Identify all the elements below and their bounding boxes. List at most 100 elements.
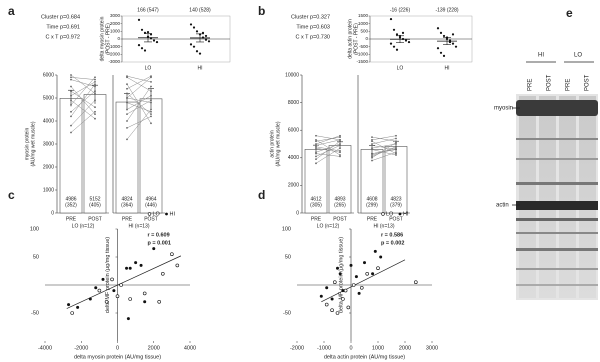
point (392, 28, 396, 31)
subject-line (126, 77, 152, 92)
subject-point (315, 140, 317, 143)
y-axis-label: (AU/mg wet muscle) (30, 121, 36, 166)
subject-point (395, 143, 397, 145)
x-axis-label: delta actin protein (AU/mg tissue) (324, 354, 405, 360)
subject-line (70, 90, 96, 108)
stats-text: Cluster p=0.684 (41, 14, 80, 20)
value-label: 5152 (89, 196, 100, 202)
point (454, 45, 458, 48)
subject-line (70, 90, 96, 112)
lane-label: POST (585, 74, 591, 91)
subject-point (126, 108, 128, 111)
subject-point (94, 106, 96, 109)
subject-point (70, 124, 72, 127)
x-tick-label: POST (333, 216, 347, 222)
point (395, 48, 399, 51)
subject-line (315, 139, 341, 146)
subject-point (150, 81, 152, 83)
subject-point (339, 155, 341, 158)
point (94, 286, 98, 290)
subject-point (395, 152, 397, 155)
lane (519, 96, 536, 298)
subject-line (315, 143, 341, 153)
band (516, 138, 598, 140)
subject-point (126, 127, 128, 129)
point (442, 54, 446, 57)
subject-point (94, 92, 96, 95)
point (126, 317, 130, 321)
x-tick-label: PRE (367, 216, 378, 222)
x-tick-label: 0 (349, 345, 352, 351)
x-tick-label: 4000 (184, 345, 196, 351)
fit-line (66, 255, 182, 309)
subject-point (339, 151, 341, 154)
point (319, 294, 323, 298)
lane (539, 96, 556, 298)
point (376, 266, 380, 271)
error-label: (379) (390, 202, 402, 208)
point (112, 289, 116, 293)
subject-line (70, 79, 96, 87)
point (389, 17, 393, 21)
x-tick-label: 2000 (148, 345, 160, 351)
subject-point (371, 152, 373, 155)
point (155, 40, 159, 44)
y-tick-label: 0 (51, 210, 54, 216)
error-label: (305) (310, 202, 322, 208)
y-axis-label: actin protein (269, 130, 275, 157)
stats-text: Time p=0.691 (46, 24, 80, 30)
legend-label: HI (170, 211, 176, 217)
y-tick-label: 3000 (110, 13, 121, 18)
subject-line (126, 109, 152, 140)
point (338, 272, 342, 276)
point (325, 286, 329, 290)
subject-line (126, 97, 152, 103)
point (128, 266, 132, 270)
panel-letter: b (258, 4, 265, 18)
y-tick-label: 0 (365, 36, 368, 41)
subject-line (126, 75, 152, 83)
x-tick-label: 2000 (399, 345, 411, 351)
band (516, 248, 598, 251)
point (357, 291, 361, 295)
subject-point (126, 120, 128, 122)
point (142, 291, 147, 296)
stats-text: Time p=0.603 (296, 24, 330, 30)
subject-line (70, 77, 96, 80)
point (137, 44, 141, 47)
band-label: myosin (494, 106, 513, 112)
subject-point (150, 94, 152, 97)
point (76, 305, 80, 309)
subject-point (395, 151, 397, 154)
band (516, 182, 598, 185)
subject-line (126, 77, 152, 99)
point (451, 42, 455, 45)
lane (579, 96, 596, 298)
legend-marker (381, 212, 385, 216)
subject-point (126, 138, 128, 141)
subject-point (94, 83, 96, 86)
y-tick-label: 1000 (358, 21, 369, 26)
y-tick-label: -1000 (108, 44, 120, 49)
point (343, 288, 348, 293)
subject-point (94, 85, 96, 88)
y-axis-label: delta myosin protein (99, 16, 105, 61)
point (354, 275, 358, 279)
point (115, 294, 120, 299)
subject-point (371, 143, 373, 145)
subject-point (371, 156, 373, 159)
subject-point (70, 74, 72, 76)
subject-point (339, 136, 341, 139)
subject-point (126, 87, 128, 90)
subject-point (315, 151, 317, 154)
subject-point (70, 110, 72, 113)
point (363, 261, 366, 265)
point (189, 23, 193, 26)
subject-point (371, 136, 373, 139)
y-tick-label: 2000 (43, 164, 54, 170)
subject-point (126, 97, 128, 99)
stats-text: Cluster p=0.327 (291, 14, 330, 20)
subject-point (94, 99, 96, 102)
point (330, 297, 334, 301)
subject-point (150, 108, 152, 111)
